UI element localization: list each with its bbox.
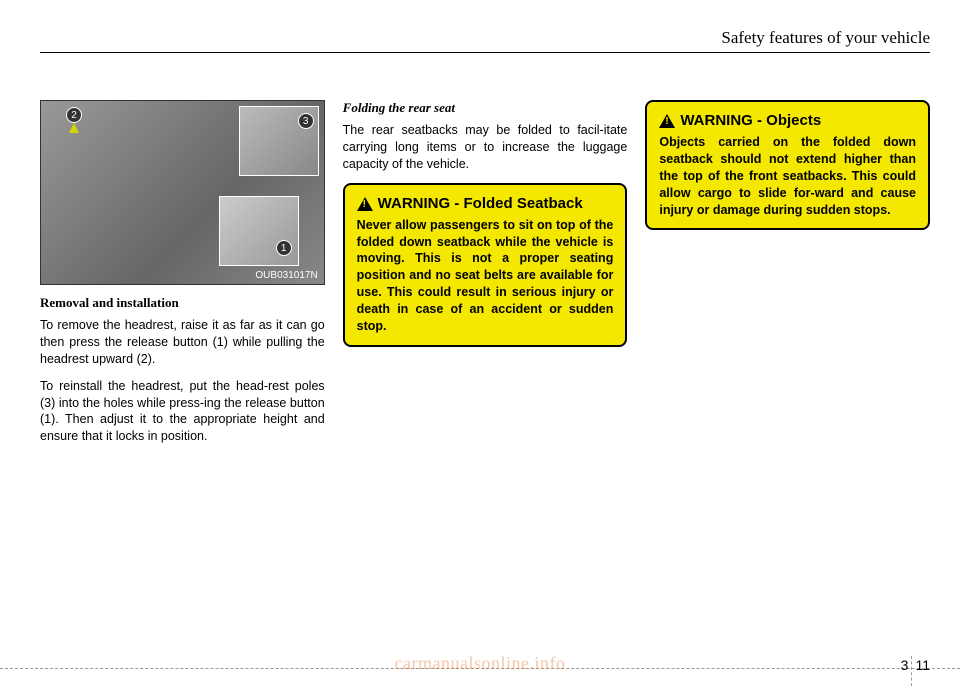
page-chapter: 3: [901, 657, 909, 673]
column-1: 1 2 3 OUB031017N Removal and installatio…: [40, 100, 325, 455]
page-num: 11: [915, 657, 930, 673]
warning-folded-seatback: WARNING - Folded Seatback Never allow pa…: [343, 183, 628, 347]
header-section-title: Safety features of your vehicle: [721, 28, 930, 48]
warning-triangle-icon: [357, 197, 373, 211]
warning-subtitle: - Folded Seatback: [454, 195, 582, 212]
warning-body: Objects carried on the folded down seatb…: [659, 134, 916, 218]
warning-title: WARNING: [680, 112, 753, 129]
headrest-figure: 1 2 3 OUB031017N: [40, 100, 325, 285]
warning-objects: WARNING - Objects Objects carried on the…: [645, 100, 930, 230]
removal-heading: Removal and installation: [40, 295, 325, 311]
watermark: carmanualsonline.info: [395, 653, 566, 674]
footer: 3 11 carmanualsonline.info: [0, 668, 960, 674]
warning-subtitle: - Objects: [757, 112, 821, 129]
callout-2: 2: [66, 107, 82, 123]
page-separator: [911, 656, 912, 686]
warning-triangle-icon: [659, 114, 675, 128]
folding-para1: The rear seatbacks may be folded to faci…: [343, 122, 628, 173]
folding-heading: Folding the rear seat: [343, 100, 628, 116]
warning-body: Never allow passengers to sit on top of …: [357, 217, 614, 335]
warning-title: WARNING: [378, 195, 451, 212]
callout-3: 3: [298, 113, 314, 129]
callout-1: 1: [276, 240, 292, 256]
arrow-up-icon: [69, 123, 79, 133]
figure-label: OUB031017N: [255, 270, 317, 281]
page-number: 3 11: [901, 656, 930, 674]
column-2: Folding the rear seat The rear seatbacks…: [343, 100, 628, 455]
column-3: WARNING - Objects Objects carried on the…: [645, 100, 930, 455]
removal-para2: To reinstall the headrest, put the head-…: [40, 378, 325, 446]
warning-header: WARNING - Folded Seatback: [357, 195, 614, 212]
removal-para1: To remove the headrest, raise it as far …: [40, 317, 325, 368]
content-area: 1 2 3 OUB031017N Removal and installatio…: [40, 100, 930, 455]
warning-header: WARNING - Objects: [659, 112, 916, 129]
header-rule: [40, 52, 930, 53]
